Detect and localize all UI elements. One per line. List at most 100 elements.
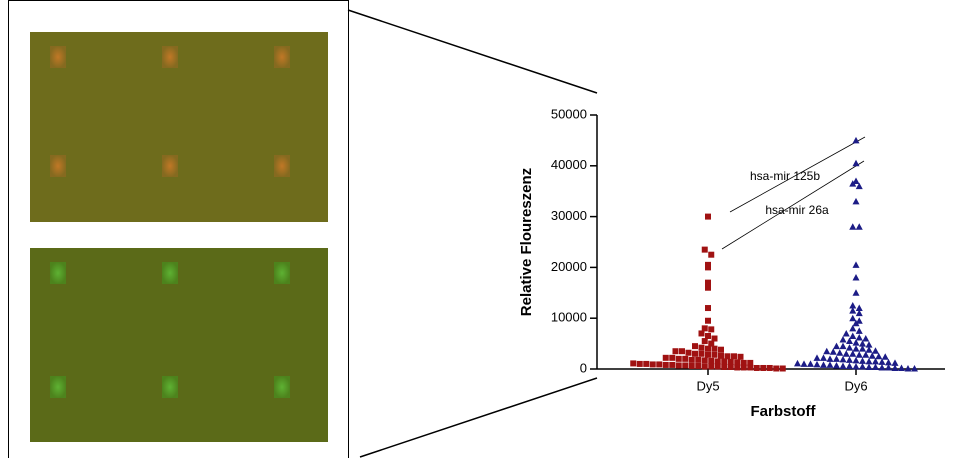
point bbox=[866, 363, 873, 370]
x-tick-label: Dy5 bbox=[696, 378, 719, 393]
point bbox=[773, 365, 779, 371]
point bbox=[705, 214, 711, 220]
point bbox=[853, 363, 860, 370]
point bbox=[875, 353, 882, 360]
point bbox=[846, 362, 853, 369]
point bbox=[692, 351, 698, 357]
point bbox=[905, 365, 912, 372]
point bbox=[731, 353, 737, 359]
point bbox=[637, 361, 643, 367]
point bbox=[879, 364, 886, 371]
point bbox=[827, 355, 834, 362]
point bbox=[663, 355, 669, 361]
point bbox=[708, 358, 714, 364]
point bbox=[669, 362, 675, 368]
point bbox=[840, 362, 847, 369]
point bbox=[702, 363, 708, 369]
point bbox=[846, 356, 853, 363]
point bbox=[718, 347, 724, 353]
figure: Relative Floureszenz Farbstoff hsa-mir 1… bbox=[0, 0, 976, 458]
point bbox=[849, 332, 856, 339]
point bbox=[679, 348, 685, 354]
point bbox=[859, 357, 866, 364]
point bbox=[853, 198, 860, 205]
point bbox=[689, 357, 695, 363]
point bbox=[676, 362, 682, 368]
point bbox=[741, 364, 747, 370]
point bbox=[849, 223, 856, 230]
y-tick-label: 20000 bbox=[551, 259, 587, 274]
point bbox=[699, 330, 705, 336]
x-tick-label: Dy6 bbox=[844, 378, 867, 393]
point bbox=[692, 343, 698, 349]
y-tick-label: 40000 bbox=[551, 157, 587, 172]
point bbox=[718, 353, 724, 359]
point bbox=[830, 348, 837, 355]
point bbox=[853, 274, 860, 281]
point bbox=[872, 363, 879, 370]
point bbox=[794, 360, 801, 367]
point bbox=[833, 343, 840, 350]
y-tick-label: 30000 bbox=[551, 208, 587, 223]
point bbox=[705, 352, 711, 358]
point bbox=[699, 345, 705, 351]
point bbox=[705, 264, 711, 270]
point bbox=[705, 318, 711, 324]
point bbox=[872, 347, 879, 354]
point bbox=[849, 315, 856, 322]
point bbox=[840, 336, 847, 343]
point bbox=[859, 363, 866, 370]
point bbox=[820, 354, 827, 361]
point bbox=[853, 345, 860, 352]
y-tick-label: 50000 bbox=[551, 106, 587, 121]
point bbox=[866, 358, 873, 365]
point bbox=[721, 358, 727, 364]
point bbox=[836, 349, 843, 356]
point bbox=[856, 351, 863, 358]
point bbox=[827, 361, 834, 368]
point bbox=[663, 362, 669, 368]
point bbox=[686, 350, 692, 356]
point bbox=[676, 356, 682, 362]
point bbox=[840, 343, 847, 350]
x-axis-label: Farbstoff bbox=[751, 403, 817, 420]
point bbox=[708, 252, 714, 258]
image-panel bbox=[9, 1, 598, 458]
point bbox=[738, 354, 744, 360]
point bbox=[833, 362, 840, 369]
point bbox=[843, 350, 850, 357]
point bbox=[708, 363, 714, 369]
point bbox=[705, 346, 711, 352]
point bbox=[630, 360, 636, 366]
point bbox=[656, 361, 662, 367]
point bbox=[702, 247, 708, 253]
point bbox=[728, 364, 734, 370]
point bbox=[898, 364, 905, 371]
point bbox=[853, 261, 860, 268]
point bbox=[833, 355, 840, 362]
point bbox=[721, 364, 727, 370]
point bbox=[705, 285, 711, 291]
point bbox=[882, 353, 889, 360]
point bbox=[862, 335, 869, 342]
point bbox=[705, 305, 711, 311]
point bbox=[801, 360, 808, 367]
point bbox=[682, 362, 688, 368]
point bbox=[689, 363, 695, 369]
point bbox=[734, 364, 740, 370]
point bbox=[754, 365, 760, 371]
point bbox=[853, 289, 860, 296]
point bbox=[682, 356, 688, 362]
point bbox=[702, 338, 708, 344]
point bbox=[767, 365, 773, 371]
point bbox=[846, 344, 853, 351]
point bbox=[643, 361, 649, 367]
annotation: hsa-mir 26a bbox=[765, 203, 829, 217]
point bbox=[814, 361, 821, 368]
point bbox=[708, 326, 714, 332]
point bbox=[747, 364, 753, 370]
point bbox=[712, 346, 718, 352]
point bbox=[853, 357, 860, 364]
point bbox=[911, 365, 918, 372]
point bbox=[669, 355, 675, 361]
